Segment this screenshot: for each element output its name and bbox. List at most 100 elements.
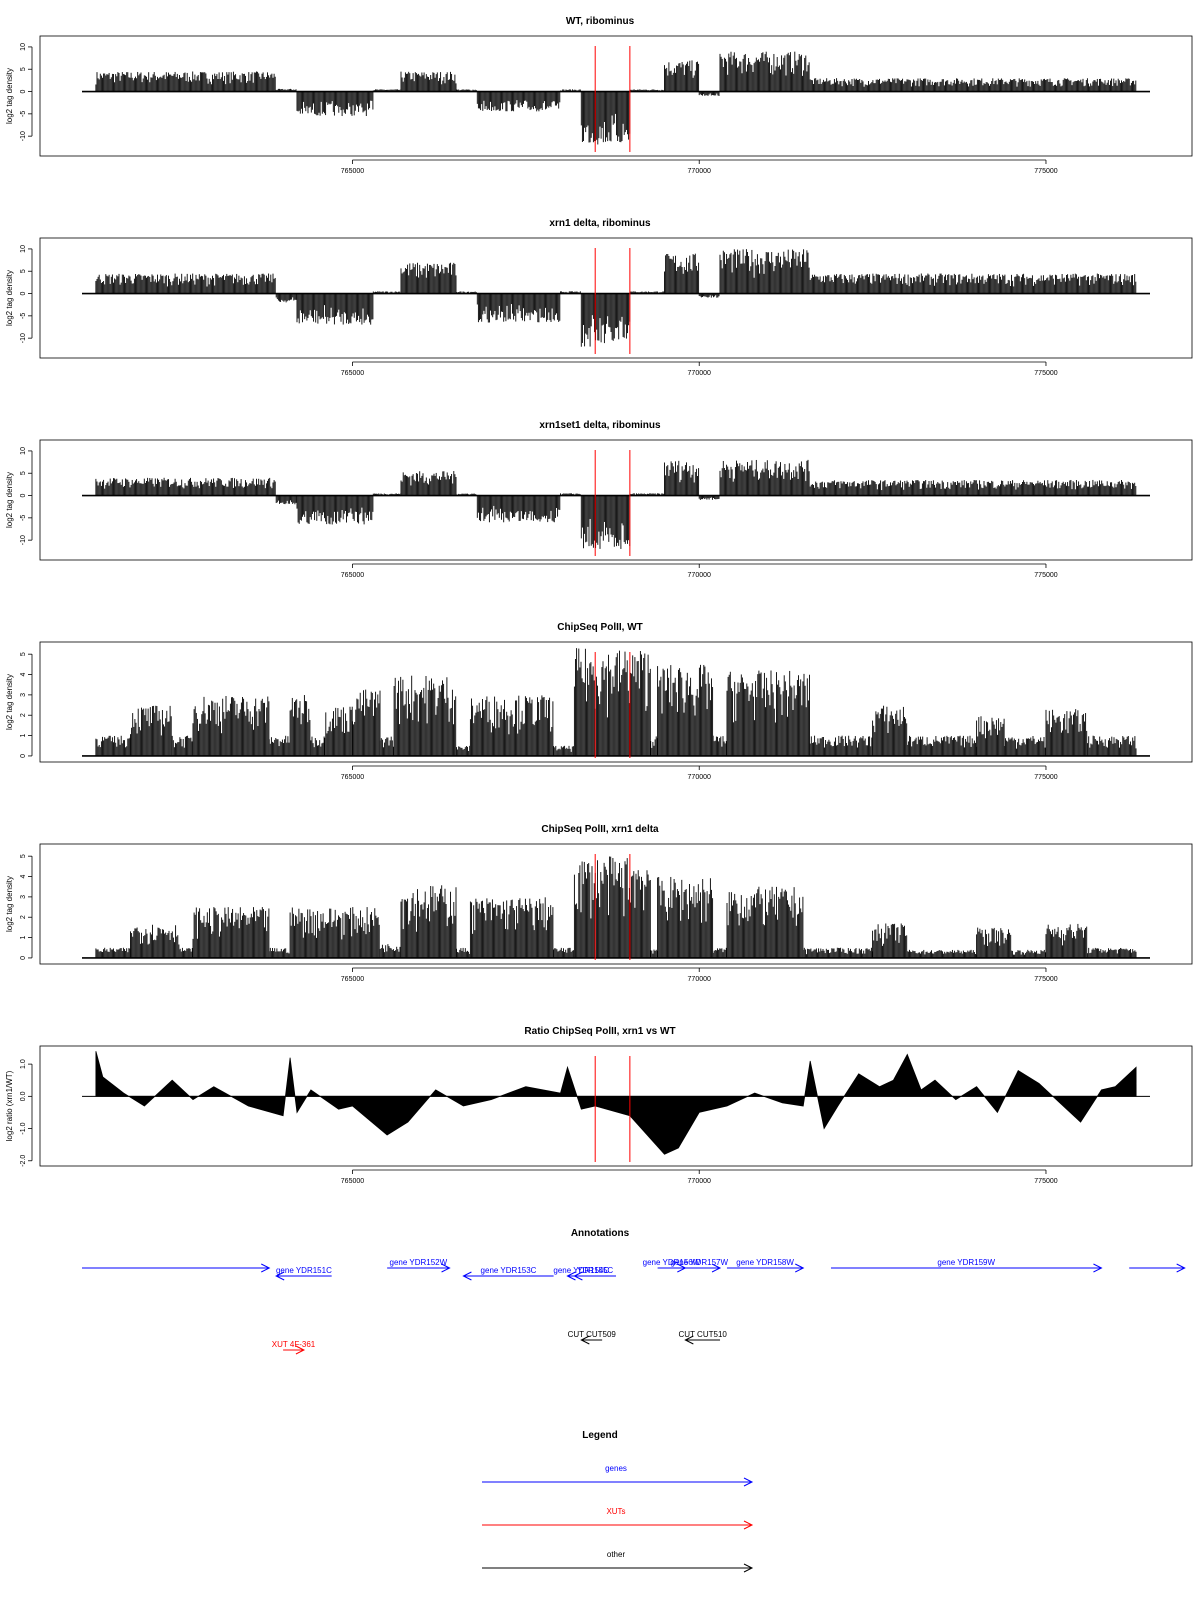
y-tick-label: 0 xyxy=(20,493,27,497)
data-segment xyxy=(275,293,297,303)
data-segment xyxy=(726,670,810,756)
y-tick-label: 5 xyxy=(20,471,27,475)
data-segment xyxy=(400,471,457,496)
data-segment xyxy=(573,648,651,756)
x-tick-label: 770000 xyxy=(688,572,711,579)
x-tick-label: 765000 xyxy=(341,572,364,579)
chart-panel-4: ChipSeq PolII, xrn1 delta log2 tag densit… xyxy=(5,824,1193,983)
data-segment xyxy=(289,907,380,958)
chart-title: ChipSeq PolII, xrn1 delta xyxy=(541,824,659,835)
data-segment xyxy=(130,924,180,958)
x-tick-label: 770000 xyxy=(688,168,711,175)
y-tick-label: -5 xyxy=(20,515,27,521)
data-segment xyxy=(469,897,554,958)
chart-title: xrn1set1 delta, ribominus xyxy=(539,420,661,431)
x-tick-label: 775000 xyxy=(1034,572,1057,579)
data-segment xyxy=(456,745,471,756)
data-segment xyxy=(906,735,978,756)
data-segment xyxy=(573,856,651,958)
data-segment xyxy=(664,60,700,92)
y-tick-label: 4 xyxy=(20,874,27,878)
data-segment xyxy=(553,745,574,756)
data-segment xyxy=(476,495,561,523)
data-segment xyxy=(95,735,131,756)
data-segment xyxy=(379,944,401,958)
chart-panel-2: xrn1set1 delta, ribominus log2 tag densit… xyxy=(5,420,1193,579)
data-segment xyxy=(650,736,658,756)
x-tick-label: 770000 xyxy=(688,976,711,983)
data-segment xyxy=(400,885,457,958)
data-segment xyxy=(456,947,471,958)
data-segment xyxy=(872,705,908,756)
data-marks xyxy=(95,459,1137,549)
data-segment xyxy=(95,477,276,496)
data-segment xyxy=(664,253,700,294)
y-tick-label: 5 xyxy=(20,652,27,656)
y-tick-label: -10 xyxy=(20,131,27,141)
data-segment xyxy=(275,495,297,505)
data-segment xyxy=(268,735,290,756)
data-segment xyxy=(580,495,631,549)
data-segment xyxy=(1010,949,1046,958)
data-segment xyxy=(296,91,374,117)
y-tick-label: 0 xyxy=(20,956,27,960)
data-segment xyxy=(296,293,374,325)
x-tick-label: 775000 xyxy=(1034,168,1057,175)
y-tick-label: -5 xyxy=(20,111,27,117)
data-segment xyxy=(400,262,457,294)
chart-title: ChipSeq PolII, WT xyxy=(557,622,643,633)
data-segment xyxy=(476,91,561,112)
data-marks xyxy=(95,249,1137,347)
data-segment xyxy=(1003,736,1046,756)
y-tick-label: 0 xyxy=(20,89,27,93)
x-tick-label: 775000 xyxy=(1034,774,1057,781)
x-tick-label: 765000 xyxy=(341,370,364,377)
y-tick-label: -10 xyxy=(20,535,27,545)
y-tick-label: 5 xyxy=(20,854,27,858)
data-segment xyxy=(310,736,325,756)
data-segment xyxy=(719,459,810,496)
data-segment xyxy=(171,735,193,756)
data-segment xyxy=(719,249,810,294)
panel-frame xyxy=(39,237,1193,359)
data-segment xyxy=(393,675,457,756)
data-segment xyxy=(296,495,374,525)
y-tick-label: 0 xyxy=(20,291,27,295)
chart-title: xrn1 delta, ribominus xyxy=(549,218,651,229)
data-segment xyxy=(1045,709,1088,756)
chart-title: Ratio ChipSeq PolII, xrn1 vs WT xyxy=(524,1026,675,1037)
y-tick-label: 3 xyxy=(20,693,27,697)
y-axis-label: log2 tag density xyxy=(5,674,14,730)
data-segment xyxy=(712,735,727,756)
y-tick-label: 10 xyxy=(20,245,27,253)
data-segment xyxy=(712,947,727,958)
data-segment xyxy=(657,876,714,958)
panel-frame xyxy=(39,641,1193,763)
data-segment xyxy=(130,705,172,756)
data-marks xyxy=(95,856,1137,958)
x-tick-label: 775000 xyxy=(1034,370,1057,377)
x-tick-label: 770000 xyxy=(688,370,711,377)
data-segment xyxy=(580,293,631,347)
chart-title: WT, ribominus xyxy=(566,16,635,27)
data-segment xyxy=(580,91,631,145)
data-segment xyxy=(400,71,457,92)
data-segment xyxy=(726,886,804,958)
data-segment xyxy=(809,273,1137,294)
y-tick-label: 1 xyxy=(20,734,27,738)
data-segment xyxy=(553,947,574,958)
data-segment xyxy=(178,947,193,958)
y-axis-label: log2 tag density xyxy=(5,68,14,124)
data-segment xyxy=(976,927,1012,958)
y-tick-label: 10 xyxy=(20,447,27,455)
data-segment xyxy=(268,947,290,958)
data-segment xyxy=(872,923,908,958)
x-tick-label: 775000 xyxy=(1034,976,1057,983)
panel-frame xyxy=(39,35,1193,157)
data-segment xyxy=(1087,735,1137,756)
y-tick-label: -10 xyxy=(20,333,27,343)
y-tick-label: 1 xyxy=(20,936,27,940)
y-tick-label: 2 xyxy=(20,713,27,717)
y-tick-label: -2.0 xyxy=(20,1155,27,1167)
data-segment xyxy=(1045,923,1088,958)
